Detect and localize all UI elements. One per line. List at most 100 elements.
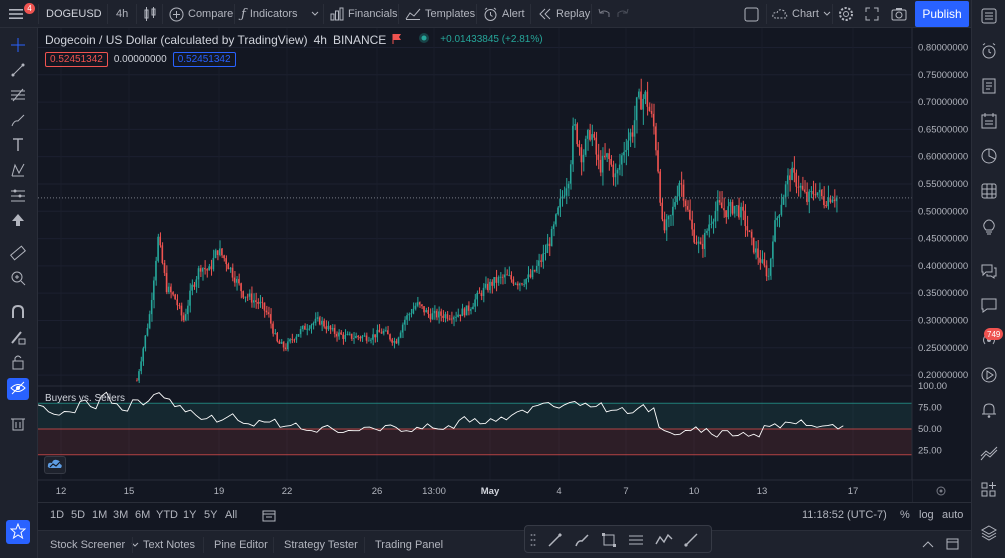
tab-trading-panel[interactable]: Trading Panel [375,539,444,551]
candle [648,102,651,112]
financials-button[interactable]: Financials [330,0,398,28]
fullscreen-button[interactable] [865,0,879,28]
zigzag-icon[interactable] [655,532,673,551]
range-all[interactable]: All [225,509,238,521]
candle [806,182,808,206]
range-ytd[interactable]: YTD [156,509,178,521]
candle [684,198,687,212]
measure-tool[interactable] [8,244,28,264]
templates-button[interactable]: Templates [405,0,475,28]
range-1d[interactable]: 1D [50,509,65,521]
alert-button[interactable]: Alert [483,0,525,28]
tab-strategy-tester[interactable]: Strategy Tester [284,539,358,551]
candle [352,331,355,344]
prediction-tool[interactable] [8,186,28,206]
ideas-button[interactable] [979,218,999,238]
range-6m[interactable]: 6M [135,509,151,521]
candle [606,152,608,163]
candle [278,339,281,344]
candle [318,315,321,326]
range-3m[interactable]: 3M [113,509,129,521]
candle [563,186,566,199]
tradingview-logo[interactable] [44,456,66,474]
percent-toggle[interactable]: % [900,509,910,521]
notifications-button[interactable] [979,401,999,421]
layers-button[interactable] [979,524,999,544]
flag-icon[interactable] [392,33,402,47]
range-5y[interactable]: 5Y [204,509,218,521]
sell-price[interactable]: 0.52451342 [45,52,108,67]
drag-handle-icon[interactable] [530,533,536,550]
chart-layout-menu[interactable]: Chart [772,0,831,28]
menu-button[interactable] [8,0,24,28]
publish-button[interactable]: Publish [915,1,969,27]
calendar-button[interactable] [979,147,999,167]
zoom-tool[interactable] [8,269,28,289]
brush-tool[interactable] [8,111,28,131]
watchlist-button[interactable] [979,7,999,27]
tab-text-notes[interactable]: Text Notes [143,539,195,551]
range-5d[interactable]: 5D [71,509,86,521]
screener-button[interactable] [979,182,999,202]
candle [461,303,464,317]
collapse-panel-button[interactable] [922,531,934,558]
undo-button[interactable] [597,0,611,28]
arrow-tool[interactable] [8,211,28,231]
stay-drawing-tool[interactable] [8,328,28,348]
pen-icon[interactable] [547,532,563,551]
candle [793,156,795,183]
indicators-dropdown[interactable] [311,0,319,28]
compare-button[interactable]: Compare [169,0,233,28]
data-window-button[interactable] [979,77,999,97]
date-range-button[interactable] [262,509,276,525]
settings-button[interactable] [838,0,854,28]
messages-button[interactable] [979,296,999,316]
layout-button[interactable] [744,0,759,28]
rectangle-icon[interactable] [601,532,617,551]
candle [523,279,525,288]
snapshot-button[interactable] [891,0,907,28]
chart-canvas[interactable]: 0.52449500 0.80000000 0.75000000 0.7000000… [38,28,971,502]
redo-button[interactable] [616,0,630,28]
ray-icon[interactable] [683,532,699,551]
hide-drawings-tool[interactable] [7,378,29,400]
tab-pine-editor[interactable]: Pine Editor [214,539,268,551]
indicators-button[interactable]: ƒ Indicators [241,0,298,28]
chats-button[interactable] [979,262,999,282]
trading-button[interactable] [979,446,999,466]
candle [763,252,766,268]
alerts-button[interactable] [979,42,999,62]
hotlists-button[interactable] [979,112,999,132]
auto-toggle[interactable]: auto [942,509,964,521]
log-toggle[interactable]: log [919,509,934,521]
candle [582,149,585,172]
candle [567,181,570,197]
candle [182,312,185,323]
symbol-search[interactable]: DOGEUSD [46,8,102,20]
interval-button[interactable]: 4h [116,8,129,20]
chart-style-button[interactable] [143,0,157,28]
watchlist-favorite-button[interactable] [6,520,30,544]
remove-drawings-tool[interactable] [8,414,28,434]
replay-button[interactable]: Replay [538,0,590,28]
candle [652,103,655,135]
text-tool[interactable] [8,136,28,156]
pattern-tool[interactable] [8,161,28,181]
lock-tool[interactable] [8,353,28,373]
broadcast-button[interactable] [979,366,999,386]
fib-tool[interactable] [8,86,28,106]
candle [370,337,372,344]
candle [650,103,653,118]
magnet-tool[interactable] [8,303,28,323]
order-panel-button[interactable] [979,481,999,501]
clock-display[interactable]: 11:18:52 (UTC-7) [802,509,887,521]
crosshair-tool[interactable] [8,36,28,56]
brush-icon[interactable] [574,532,590,551]
range-1y[interactable]: 1Y [183,509,197,521]
lines-icon[interactable] [628,532,644,551]
trend-line-tool[interactable] [8,61,28,81]
range-1m[interactable]: 1M [92,509,108,521]
buy-price[interactable]: 0.52451342 [172,52,236,67]
maximize-panel-button[interactable] [946,531,959,558]
tab-stock-screener[interactable]: Stock Screener [50,531,139,558]
